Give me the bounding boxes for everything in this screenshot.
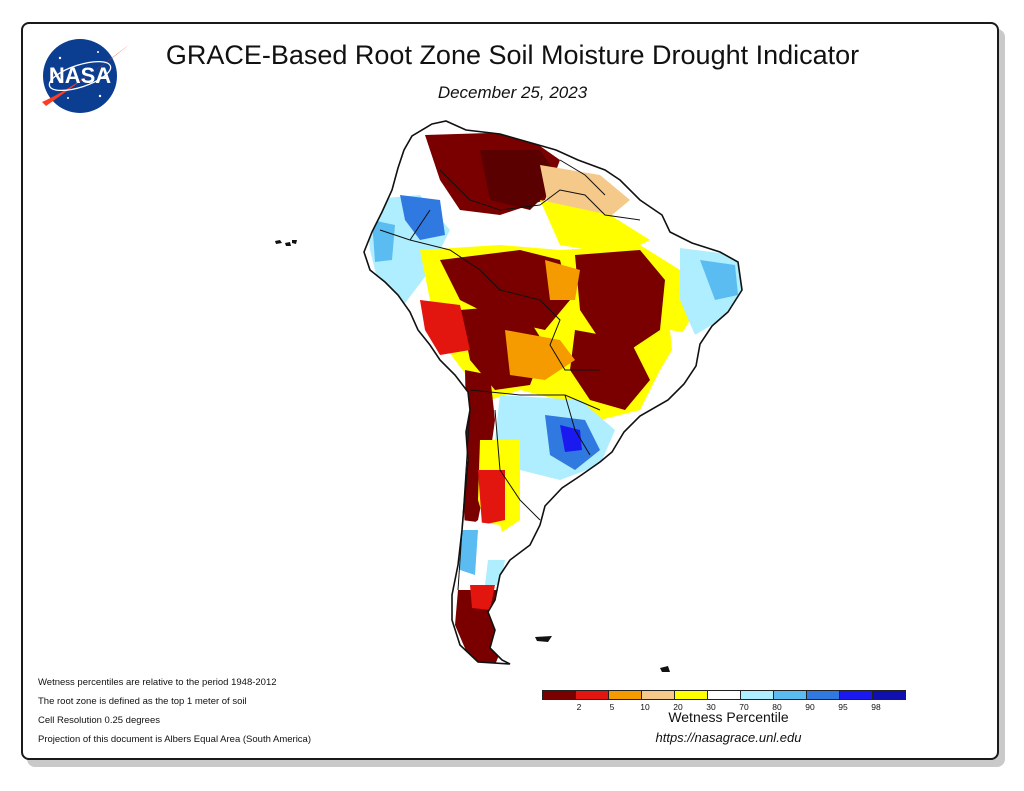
note-resolution: Cell Resolution 0.25 degrees (38, 715, 160, 726)
legend-tick-label: 98 (871, 702, 881, 712)
note-root-zone: The root zone is defined as the top 1 me… (38, 696, 247, 707)
nasa-logo: NASA (42, 39, 130, 113)
source-url: https://nasagrace.unl.edu (655, 730, 802, 745)
map-date: December 25, 2023 (437, 83, 588, 102)
legend-swatch (839, 690, 873, 700)
legend-tick-label: 5 (609, 702, 615, 712)
legend-swatch (872, 690, 906, 700)
note-period: Wetness percentiles are relative to the … (38, 677, 277, 688)
legend-swatch (542, 690, 576, 700)
legend-swatch (575, 690, 609, 700)
legend-swatch (674, 690, 708, 700)
legend-tick-label: 70 (739, 702, 749, 712)
legend-title: Wetness Percentile (668, 709, 789, 725)
legend-swatch (707, 690, 741, 700)
map-title: GRACE-Based Root Zone Soil Moisture Drou… (165, 40, 860, 70)
legend-tick-label: 2 (576, 702, 582, 712)
legend-swatch (773, 690, 807, 700)
legend-colorbar (542, 690, 906, 700)
legend-swatch (806, 690, 840, 700)
legend-tick-label: 10 (640, 702, 650, 712)
legend-tick-label: 95 (838, 702, 848, 712)
legend-tick-label: 20 (673, 702, 683, 712)
legend-swatch (740, 690, 774, 700)
country-borders (379, 159, 641, 591)
islands (275, 240, 670, 672)
legend-swatch (608, 690, 642, 700)
note-projection: Projection of this document is Albers Eq… (38, 734, 311, 745)
legend-tick-label: 30 (706, 702, 716, 712)
legend-tick-label: 80 (772, 702, 782, 712)
drought-fill (364, 121, 742, 664)
svg-text:NASA: NASA (49, 63, 111, 88)
legend-swatch (641, 690, 675, 700)
legend-tick-label: 90 (805, 702, 815, 712)
